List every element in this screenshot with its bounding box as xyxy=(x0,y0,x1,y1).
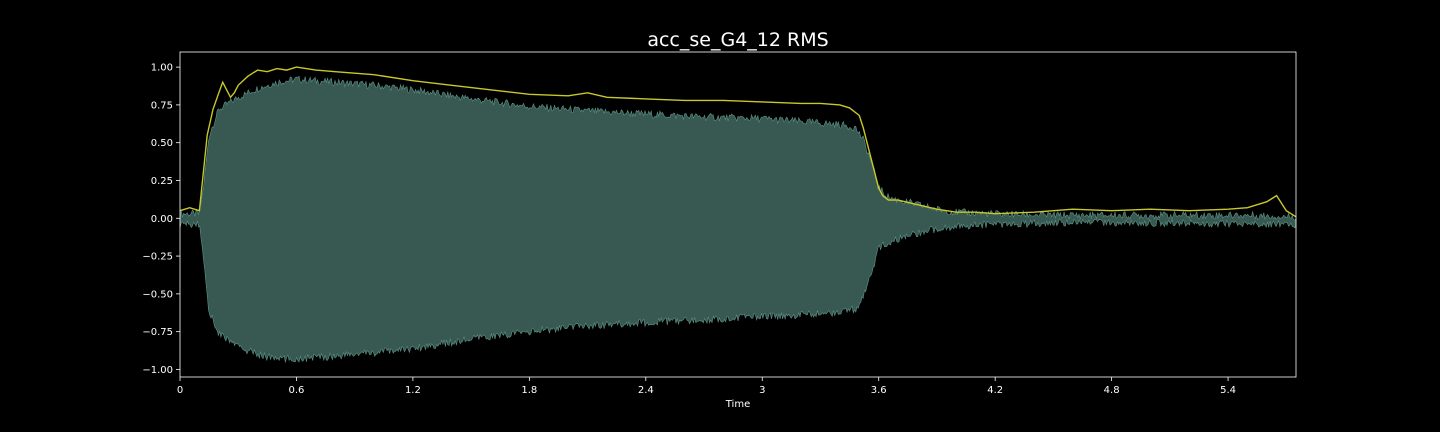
chart-title: acc_se_G4_12 RMS xyxy=(647,29,828,51)
x-tick-label: 3 xyxy=(759,385,765,396)
y-tick-label: −0.50 xyxy=(142,289,173,300)
x-tick-label: 1.8 xyxy=(521,385,537,396)
y-axis: 1.00 0.75 0.50 0.25 0.00 −0.25 −0.50 −0.75 −1.00 xyxy=(142,63,180,376)
y-tick-label: −0.75 xyxy=(142,327,173,338)
y-tick-label: 1.00 xyxy=(151,63,173,74)
x-tick-label: 5.4 xyxy=(1220,385,1236,396)
x-tick-label: 4.2 xyxy=(987,385,1003,396)
x-tick-label: 1.2 xyxy=(405,385,421,396)
rms-line xyxy=(179,66,1297,218)
x-tick-label: 0.6 xyxy=(288,385,304,396)
y-tick-label: −1.00 xyxy=(142,365,173,376)
x-axis-label: Time xyxy=(725,399,750,410)
x-axis: 0 0.6 1.2 1.8 2.4 3 3.6 4.2 4.8 5.4 xyxy=(177,377,1236,396)
y-tick-label: 0.50 xyxy=(151,138,173,149)
axes-frame xyxy=(179,51,1297,378)
x-tick-label: 0 xyxy=(177,385,183,396)
x-tick-label: 3.6 xyxy=(871,385,887,396)
y-tick-label: 0.00 xyxy=(151,214,173,225)
x-tick-label: 2.4 xyxy=(638,385,654,396)
y-tick-label: 0.25 xyxy=(151,176,173,187)
y-tick-label: −0.25 xyxy=(142,252,173,263)
y-tick-label: 0.75 xyxy=(151,100,173,111)
x-tick-label: 4.8 xyxy=(1104,385,1120,396)
